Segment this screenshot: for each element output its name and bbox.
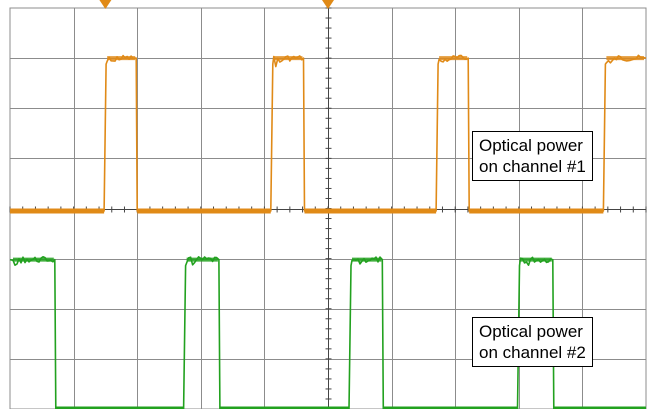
series-2-trace xyxy=(9,256,646,409)
series-2-pulse xyxy=(520,257,552,262)
annotation-channel-2-line-1: Optical power xyxy=(479,322,583,341)
series-1-pulse xyxy=(439,56,468,61)
annotation-channel-1: Optical power on channel #1 xyxy=(472,131,593,181)
annotation-channel-1-line-2: on channel #1 xyxy=(479,157,586,176)
traces xyxy=(9,54,647,409)
annotation-channel-1-line-1: Optical power xyxy=(479,136,583,155)
annotation-channel-2-line-2: on channel #2 xyxy=(479,343,586,362)
trigger-marker xyxy=(322,0,334,9)
series-2-pulse xyxy=(351,257,382,262)
ch1-ground-marker xyxy=(99,0,112,9)
series-2-baseline-segment xyxy=(553,406,646,409)
series-2-baseline-segment xyxy=(219,406,349,409)
series-1-pulse xyxy=(606,56,644,61)
markers xyxy=(99,0,334,9)
series-2-baseline-segment xyxy=(383,406,518,409)
series-2-baseline-segment xyxy=(55,406,184,409)
annotation-channel-2: Optical power on channel #2 xyxy=(472,317,593,367)
series-1-trace xyxy=(10,54,647,212)
